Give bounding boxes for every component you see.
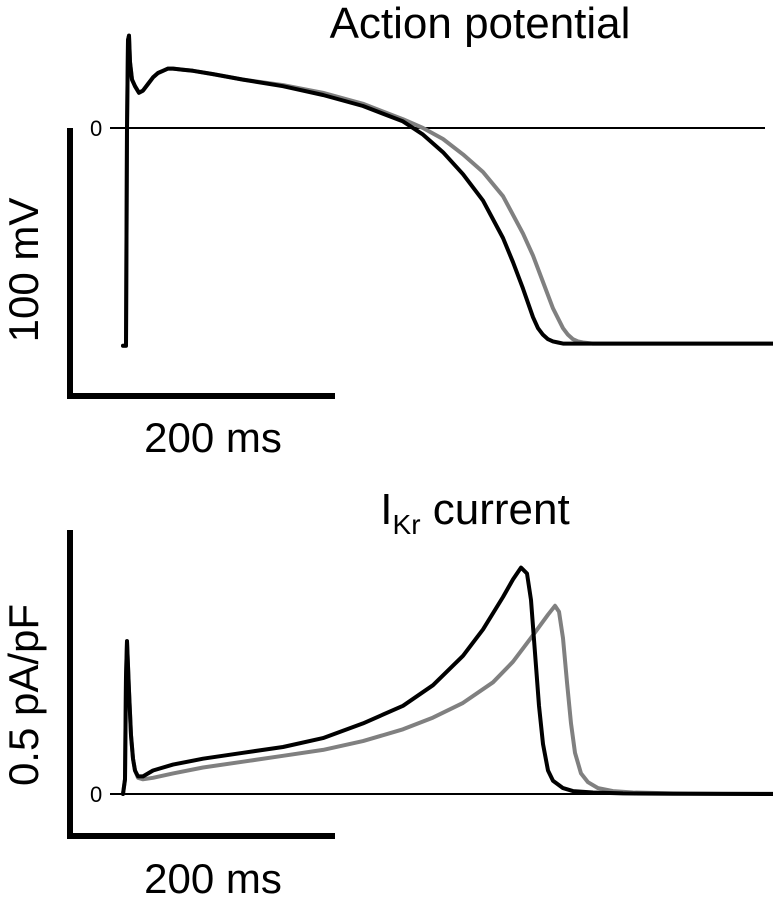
- ikr-scale-bar: [67, 530, 335, 839]
- ap-y-scale-label: 100 mV: [0, 198, 47, 343]
- ap-title: Action potential: [330, 0, 631, 48]
- ikr-panel: IKr current 0 0.5 pA/pF 200 ms: [0, 485, 773, 902]
- ikr-y-scale-label: 0.5 pA/pF: [0, 604, 47, 786]
- ikr-zero-label: 0: [90, 782, 102, 807]
- ikr-x-scale-label: 200 ms: [144, 855, 282, 897]
- ap-x-scale-label: 200 ms: [144, 414, 282, 461]
- ap-series-black: [121, 33, 773, 348]
- ap-zero-label: 0: [90, 116, 102, 141]
- ikr-title: IKr current: [380, 485, 569, 540]
- ikr-title-subscript: Kr: [393, 509, 421, 540]
- ap-panel: Action potential 0 100 mV 200 ms: [0, 0, 773, 461]
- ikr-title-suffix: current: [421, 485, 570, 534]
- ikr-series-black: [121, 565, 773, 796]
- ap-series-grey: [121, 33, 773, 348]
- ap-scale-bar: [67, 128, 335, 399]
- ikr-title-main: I: [380, 485, 392, 534]
- ikr-series-grey: [121, 603, 773, 796]
